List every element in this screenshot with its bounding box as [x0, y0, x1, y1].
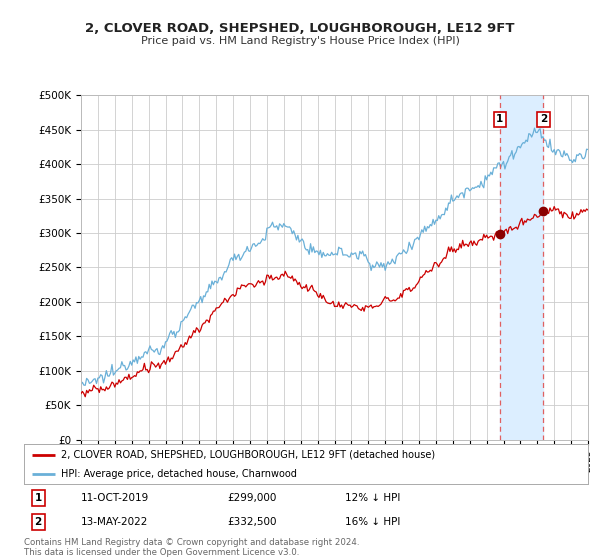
Text: 2, CLOVER ROAD, SHEPSHED, LOUGHBOROUGH, LE12 9FT: 2, CLOVER ROAD, SHEPSHED, LOUGHBOROUGH, … — [85, 22, 515, 35]
Text: £332,500: £332,500 — [227, 517, 277, 527]
Text: 1: 1 — [34, 493, 42, 503]
Bar — [500, 95, 544, 440]
Text: 16% ↓ HPI: 16% ↓ HPI — [346, 517, 401, 527]
Text: Contains HM Land Registry data © Crown copyright and database right 2024.
This d: Contains HM Land Registry data © Crown c… — [24, 538, 359, 557]
Text: £299,000: £299,000 — [227, 493, 277, 503]
Text: HPI: Average price, detached house, Charnwood: HPI: Average price, detached house, Char… — [61, 469, 296, 478]
Text: 13-MAY-2022: 13-MAY-2022 — [80, 517, 148, 527]
Text: 2, CLOVER ROAD, SHEPSHED, LOUGHBOROUGH, LE12 9FT (detached house): 2, CLOVER ROAD, SHEPSHED, LOUGHBOROUGH, … — [61, 450, 435, 460]
Text: 11-OCT-2019: 11-OCT-2019 — [80, 493, 149, 503]
Text: 2: 2 — [34, 517, 42, 527]
Text: Price paid vs. HM Land Registry's House Price Index (HPI): Price paid vs. HM Land Registry's House … — [140, 36, 460, 46]
Text: 12% ↓ HPI: 12% ↓ HPI — [346, 493, 401, 503]
Text: 2: 2 — [540, 114, 547, 124]
Text: 1: 1 — [496, 114, 503, 124]
